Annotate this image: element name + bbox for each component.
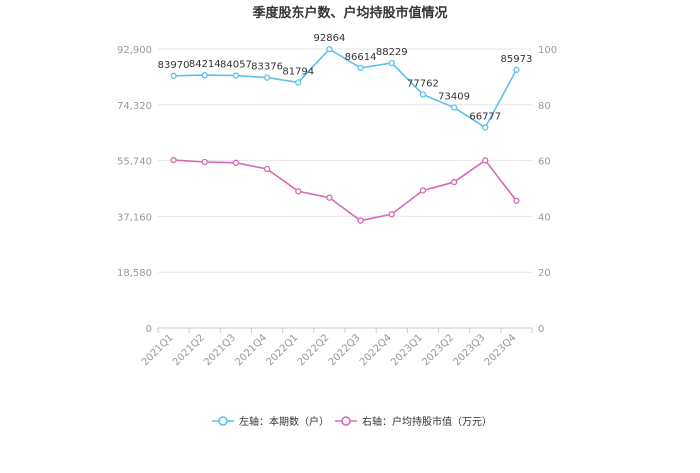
data-label: 86614 xyxy=(345,52,377,63)
legend-label[interactable]: 右轴：户均持股市值（万元） xyxy=(362,415,492,428)
data-point[interactable] xyxy=(170,156,177,164)
x-tick-label: 2021Q4 xyxy=(233,332,269,368)
x-tick-label: 2022Q1 xyxy=(265,332,301,368)
data-label: 73409 xyxy=(438,92,470,103)
data-point[interactable] xyxy=(295,188,302,195)
data-point[interactable] xyxy=(513,197,520,204)
legend-swatch-marker xyxy=(218,416,228,426)
data-label: 84214 xyxy=(189,59,221,70)
right-tick-label: 60 xyxy=(538,157,551,168)
x-tick-label: 2022Q2 xyxy=(296,332,332,368)
data-point[interactable] xyxy=(326,194,333,201)
data-point[interactable] xyxy=(388,59,395,67)
data-point[interactable] xyxy=(170,72,177,79)
data-label: 77762 xyxy=(407,78,439,89)
data-point[interactable] xyxy=(482,157,489,164)
legend-swatch-marker xyxy=(341,416,351,426)
data-label: 66777 xyxy=(469,111,501,122)
chart-title: 季度股东户数、户均持股市值情况 xyxy=(251,5,447,21)
data-point[interactable] xyxy=(263,74,271,81)
right-tick-label: 0 xyxy=(538,324,544,335)
data-point[interactable] xyxy=(232,159,240,166)
series-line-1 xyxy=(173,159,518,222)
data-point[interactable] xyxy=(482,124,489,131)
data-point[interactable] xyxy=(388,211,395,218)
data-point[interactable] xyxy=(326,45,333,53)
left-tick-label: 74,320 xyxy=(117,101,152,112)
data-point[interactable] xyxy=(263,165,271,173)
x-tick-label: 2021Q3 xyxy=(202,332,238,368)
series-layer: 83970 84214 84057 83376 81794 92864 86614 88229… xyxy=(158,33,533,224)
x-tick-label: 2021Q1 xyxy=(140,332,176,368)
left-tick-label: 37,160 xyxy=(117,212,152,223)
right-tick-label: 20 xyxy=(538,268,551,279)
left-tick-label: 0 xyxy=(146,324,152,335)
x-tick-label: 2023Q4 xyxy=(483,332,519,368)
legend[interactable]: 左轴：本期数（户） 右轴：户均持股市值（万元） xyxy=(212,415,492,428)
data-point[interactable] xyxy=(201,158,208,166)
data-point[interactable] xyxy=(357,217,364,224)
left-tick-label: 18,580 xyxy=(117,268,152,279)
legend-label[interactable]: 左轴：本期数（户） xyxy=(239,415,329,428)
right-tick-label: 100 xyxy=(538,45,557,56)
grid xyxy=(158,48,532,329)
right-tick-label: 40 xyxy=(538,212,551,223)
right-tick-label: 80 xyxy=(538,101,551,112)
data-point[interactable] xyxy=(232,72,240,79)
data-label: 83376 xyxy=(251,62,283,73)
data-label: 92864 xyxy=(314,33,346,44)
data-label: 85973 xyxy=(501,54,533,65)
data-label: 83970 xyxy=(158,60,190,71)
data-label: 84057 xyxy=(220,60,252,71)
data-point[interactable] xyxy=(419,91,427,98)
data-point[interactable] xyxy=(450,104,458,111)
data-point[interactable] xyxy=(357,64,364,72)
data-point[interactable] xyxy=(295,79,302,86)
x-tick-label: 2023Q2 xyxy=(420,332,456,368)
series-line-0 xyxy=(173,48,518,129)
data-label: 81794 xyxy=(282,66,314,77)
left-tick-label: 55,740 xyxy=(117,157,152,168)
left-tick-label: 92,900 xyxy=(117,45,152,56)
axes: 0 0 18,580 20 37,160 40 55,740 60 74,320 80 92,900… xyxy=(117,45,557,368)
data-label: 88229 xyxy=(376,47,408,58)
data-point[interactable] xyxy=(419,187,427,194)
data-point[interactable] xyxy=(450,178,458,186)
x-tick-label: 2022Q3 xyxy=(327,332,363,368)
data-point[interactable] xyxy=(513,66,520,73)
x-tick-label: 2023Q3 xyxy=(452,332,488,368)
x-tick-label: 2021Q2 xyxy=(171,332,207,368)
x-tick-label: 2023Q1 xyxy=(389,332,425,368)
x-tick-label: 2022Q4 xyxy=(358,332,394,368)
data-point[interactable] xyxy=(201,71,208,79)
